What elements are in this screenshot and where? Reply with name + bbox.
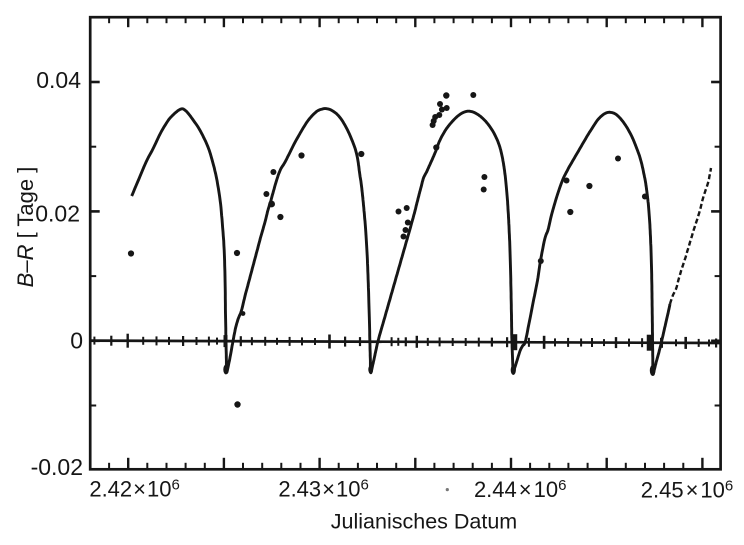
svg-text:Julianisches Datum: Julianisches Datum [331,510,517,534]
svg-text:B–R [ Tage ]: B–R [ Tage ] [13,167,38,288]
svg-text:0.02: 0.02 [35,201,80,227]
svg-text:2.44×106: 2.44×106 [474,477,567,502]
svg-text:0.04: 0.04 [36,67,81,93]
svg-text:2.45×106: 2.45×106 [641,478,734,503]
svg-text:-0.02: -0.02 [31,454,83,480]
svg-text:2.43×106: 2.43×106 [278,477,369,502]
svg-text:0: 0 [70,328,83,354]
svg-text:2.42×106: 2.42×106 [89,476,180,501]
